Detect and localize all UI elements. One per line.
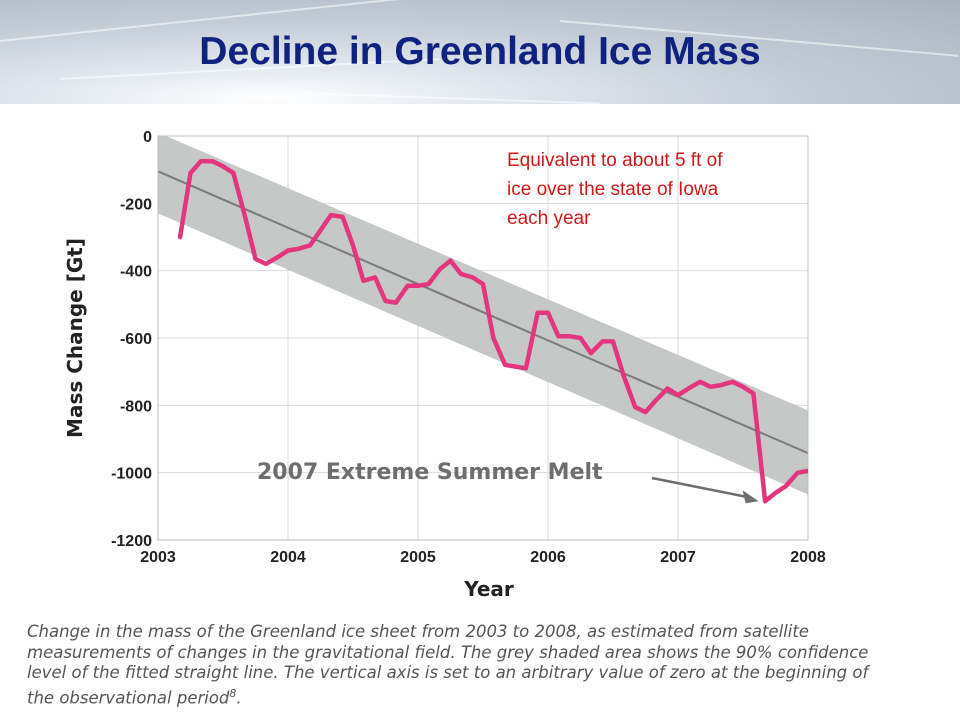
equivalence-note-line: each year	[507, 208, 591, 229]
caption-line: Change in the mass of the Greenland ice …	[27, 622, 809, 641]
x-tick-label: 2006	[530, 549, 566, 566]
x-tick-label: 2004	[270, 549, 306, 566]
mass-change-series-line	[177, 159, 808, 504]
x-tick-label: 2007	[660, 549, 696, 566]
x-tick-label: 2005	[400, 549, 436, 566]
y-tick-label: -400	[120, 264, 152, 281]
figure-caption: Change in the mass of the Greenland ice …	[27, 622, 942, 709]
x-tick-label: 2008	[790, 549, 826, 566]
melt-annotation-arrow-head	[742, 490, 759, 504]
confidence-band	[158, 136, 808, 495]
y-tick-label: -600	[120, 331, 152, 348]
caption-reference: 8	[229, 686, 237, 700]
y-tick-label: -1200	[111, 533, 152, 550]
banner-streak	[299, 92, 600, 104]
melt-annotation-arrow-shaft	[651, 476, 749, 499]
y-tick-label: -800	[120, 398, 152, 415]
slide-title: Decline in Greenland Ice Mass	[199, 30, 761, 73]
trend-line	[157, 170, 809, 455]
equivalence-note-line: ice over the state of Iowa	[507, 179, 719, 200]
y-tick-label: -200	[120, 196, 152, 213]
y-axis-label: Mass Change [Gt]	[63, 238, 87, 438]
x-tick-label: 2003	[140, 549, 176, 566]
plot-frame	[157, 135, 809, 541]
caption-line: the observational period8.	[27, 684, 942, 709]
caption-period: .	[236, 688, 242, 707]
chart-container: 0 -200 -400 -600 -800 -1000 -1200 2003 2004 2005 2…	[0, 104, 960, 616]
y-tick-label: 0	[143, 129, 152, 146]
title-banner: Decline in Greenland Ice Mass	[0, 0, 960, 104]
melt-annotation-label: 2007 Extreme Summer Melt	[257, 460, 603, 485]
equivalence-note-line: Equivalent to about 5 ft of	[507, 150, 723, 171]
y-tick-label: -1000	[111, 466, 152, 483]
caption-line: level of the fitted straight line. The v…	[27, 663, 869, 682]
x-axis-label: Year	[463, 577, 514, 601]
caption-line-text: the observational period	[27, 688, 230, 707]
equivalence-note: Equivalent to about 5 ft of ice over the…	[507, 146, 807, 233]
caption-line: measurements of changes in the gravitati…	[27, 642, 869, 662]
